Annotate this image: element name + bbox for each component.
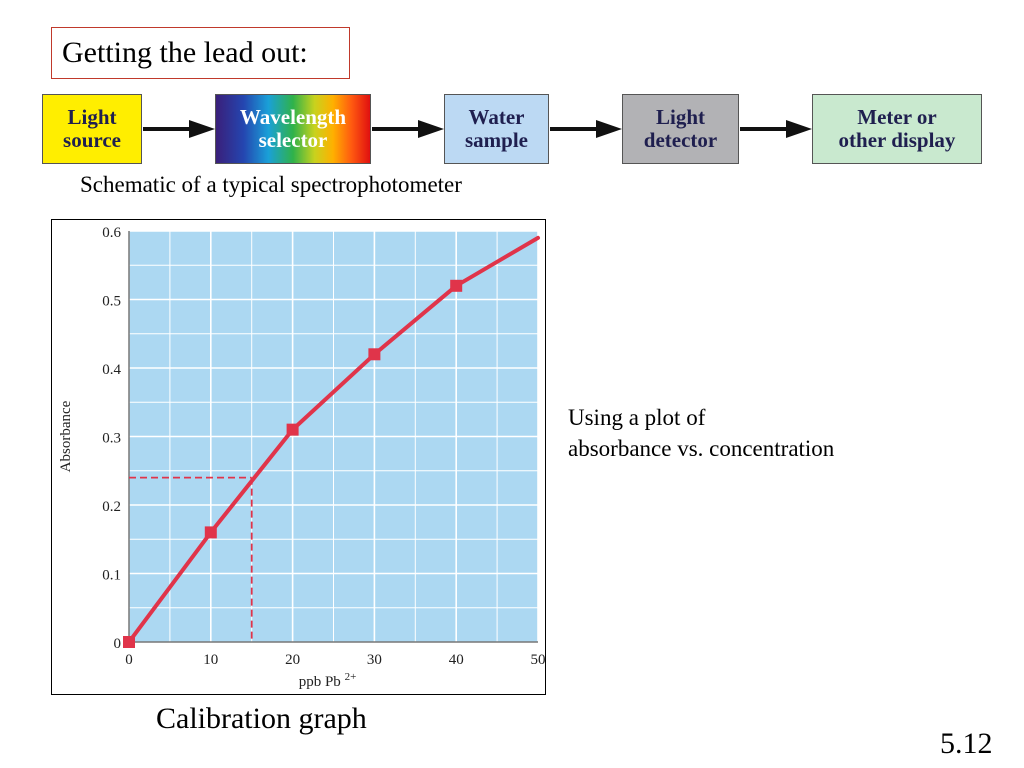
x-tick-label: 50	[531, 652, 546, 668]
plot-note-line1: Using a plot of	[568, 405, 706, 430]
x-tick-label: 40	[449, 652, 464, 668]
meter-display-box: Meter or other display	[812, 94, 982, 164]
light-detector-line2: detector	[643, 128, 718, 152]
water-sample-box: Water sample	[444, 94, 549, 164]
x-tick-label: 20	[285, 652, 300, 668]
light-detector-box: Light detector	[622, 94, 739, 164]
y-axis-label: Absorbance	[58, 400, 74, 472]
y-tick-label: 0.6	[102, 225, 121, 241]
y-tick-label: 0	[114, 636, 122, 652]
wavelength-selector-line2: selector	[258, 128, 328, 152]
data-point-marker	[204, 526, 217, 539]
plot-note-line2: absorbance vs. concentration	[568, 436, 835, 461]
slide-title: Getting the lead out:	[51, 27, 350, 79]
arrow-right-icon	[143, 120, 215, 138]
calibration-graph-frame: 0 0.1 0.2 0.3 0.4 0.5 0.6 0 10 20 30 40 50 Absorbance…	[51, 219, 546, 695]
y-tick-label: 0.5	[102, 294, 121, 310]
slide-number: 5.12	[940, 727, 993, 760]
data-point-marker	[286, 423, 299, 436]
meter-display-line2: other display	[838, 128, 956, 152]
data-point-marker	[450, 279, 463, 292]
water-sample-line1: Water	[468, 105, 525, 129]
schematic-caption: Schematic of a typical spectrophotometer	[80, 172, 462, 197]
arrow-right-icon	[740, 120, 812, 138]
x-axis-label: ppb Pb 2+	[299, 671, 357, 690]
light-detector-line1: Light	[655, 105, 705, 129]
graph-caption: Calibration graph	[156, 702, 367, 735]
y-tick-label: 0.4	[102, 362, 121, 378]
light-source-line1: Light	[67, 105, 117, 129]
plot-note: Using a plot of absorbance vs. concentra…	[568, 402, 834, 464]
water-sample-line2: sample	[465, 128, 528, 152]
y-tick-label: 0.3	[102, 431, 121, 447]
x-tick-label: 10	[203, 652, 218, 668]
arrow-right-icon	[372, 120, 444, 138]
light-source-box: Light source	[42, 94, 142, 164]
data-point-marker	[368, 348, 381, 361]
meter-display-line1: Meter or	[857, 105, 937, 129]
wavelength-selector-box: Wavelength selector	[215, 94, 371, 164]
arrow-right-icon	[550, 120, 622, 138]
calibration-chart: 0 0.1 0.2 0.3 0.4 0.5 0.6 0 10 20 30 40 50 Absorbance…	[58, 225, 546, 690]
data-point-marker	[123, 636, 135, 648]
x-tick-label: 0	[125, 652, 133, 668]
light-source-line2: source	[63, 128, 121, 152]
y-tick-label: 0.2	[102, 499, 121, 515]
wavelength-selector-line1: Wavelength	[239, 105, 347, 129]
y-tick-label: 0.1	[102, 568, 121, 584]
x-tick-label: 30	[367, 652, 382, 668]
